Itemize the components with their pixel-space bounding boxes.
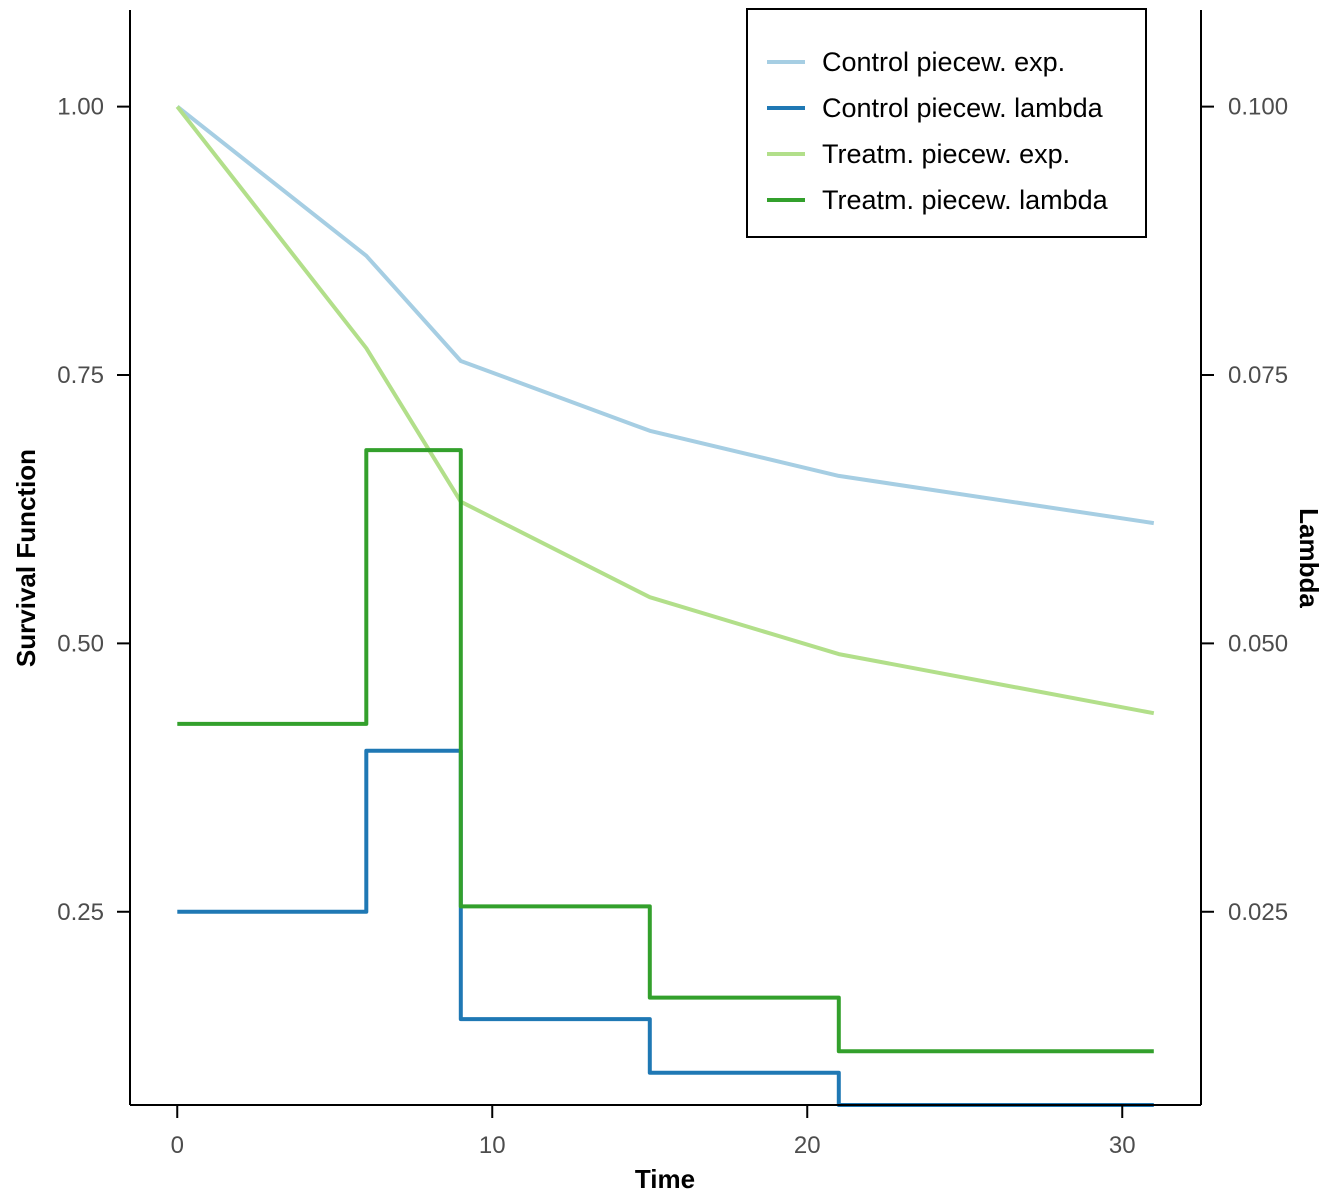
legend-box (746, 8, 1147, 238)
series-line-0 (176, 105, 1155, 526)
series-line-3 (177, 448, 1154, 1054)
legend-label-2: Treatm. piecew. exp. (822, 139, 1070, 169)
y-left-tick-label: 0.75 (57, 362, 104, 389)
y-right-tick-label: 0.025 (1228, 899, 1288, 926)
legend-label-3: Treatm. piecew. lambda (822, 185, 1109, 215)
x-axis-title: Time (635, 1164, 695, 1194)
axes: 0 10 20 30 0.25 0.50 0.75 1.00 0.025 0.050 0.075 0.… (57, 10, 1288, 1159)
legend-label-0: Control piecew. exp. (822, 47, 1065, 77)
y-left-tick-label: 0.50 (57, 630, 104, 657)
plot-lines (175, 105, 1155, 1107)
y-left-tick-label: 1.00 (57, 94, 104, 121)
x-tick-label: 0 (171, 1132, 184, 1159)
legend-label-1: Control piecew. lambda (822, 93, 1104, 123)
x-tick-label: 20 (794, 1132, 821, 1159)
y-right-tick-label: 0.075 (1228, 362, 1288, 389)
y-right-tick-label: 0.050 (1228, 630, 1288, 657)
y-left-axis-title: Survival Function (11, 449, 41, 667)
legend: Control piecew. exp. Control piecew. lamb… (746, 8, 1147, 238)
y-left-tick-label: 0.25 (57, 899, 104, 926)
x-tick-label: 10 (479, 1132, 506, 1159)
y-right-tick-label: 0.100 (1228, 94, 1288, 121)
y-right-axis-title: Lambda (1294, 508, 1324, 608)
series-line-2 (175, 105, 1155, 716)
x-tick-label: 30 (1109, 1132, 1136, 1159)
series-line-1 (177, 748, 1154, 1107)
